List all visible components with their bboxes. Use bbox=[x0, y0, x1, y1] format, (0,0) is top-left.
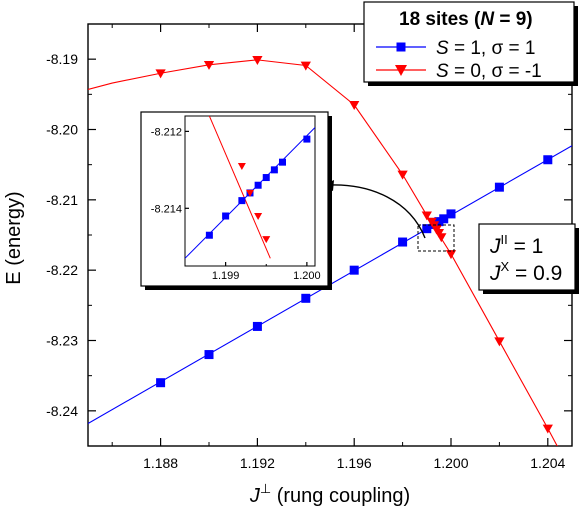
annotation-j-cross-value: = 0.9 bbox=[509, 262, 562, 285]
main-point-square bbox=[446, 209, 456, 219]
main-point-square bbox=[398, 237, 408, 247]
main-point-square bbox=[543, 155, 553, 165]
coupling-annotation: JII = 1 JX = 0.9 bbox=[478, 223, 579, 294]
legend-marker-s1 bbox=[396, 42, 406, 52]
main-y-tick-label: -8.21 bbox=[46, 192, 78, 208]
inset-point-square bbox=[238, 197, 246, 205]
main-y-tick-label: -8.19 bbox=[46, 51, 78, 67]
legend-title-plain: 18 sites ( bbox=[399, 9, 481, 30]
main-point-square bbox=[301, 293, 311, 303]
legend-title-end: = 9) bbox=[494, 9, 533, 30]
y-axis-title: E (energy) bbox=[3, 191, 25, 284]
inset-x-tick-label: 1.199 bbox=[212, 270, 240, 282]
annotation-box bbox=[478, 223, 576, 291]
legend-label-s0-italic: S bbox=[436, 61, 449, 82]
x-axis-title-sup: ⊥ bbox=[260, 481, 271, 496]
main-point-triangle bbox=[397, 170, 408, 180]
annotation-j-parallel: JII = 1 bbox=[489, 232, 543, 258]
main-y-tick-label: -8.22 bbox=[46, 262, 78, 278]
inset-ticks: 1.199 1.200 -8.212 -8.214 bbox=[151, 126, 321, 282]
main-y-tick-label: -8.23 bbox=[46, 333, 78, 349]
legend-title: 18 sites (N = 9) bbox=[399, 9, 533, 30]
inset-point-triangle bbox=[254, 213, 263, 220]
main-point-triangle bbox=[203, 60, 215, 70]
zoom-region-box bbox=[417, 224, 455, 252]
main-point-triangle bbox=[421, 211, 432, 221]
inset-point-square bbox=[303, 135, 311, 143]
inset-y-tick-label: -8.214 bbox=[151, 203, 182, 215]
legend-label-s1: S = 1, σ = 1 bbox=[436, 38, 535, 59]
inset-x-tick-label: 1.200 bbox=[293, 270, 321, 282]
main-point-square bbox=[422, 224, 432, 234]
inset-plot-frame bbox=[184, 115, 316, 267]
annotation-j-parallel-sup: II bbox=[501, 232, 508, 247]
main-point-triangle bbox=[436, 233, 447, 243]
main-point-triangle bbox=[155, 69, 166, 79]
legend-label-s1-italic: S bbox=[436, 38, 449, 59]
main-point-square bbox=[204, 350, 214, 360]
main-x-tick-label: 1.204 bbox=[530, 455, 565, 471]
main-point-triangle bbox=[542, 424, 553, 434]
zoom-arrow bbox=[330, 184, 426, 239]
main-x-tick-label: 1.196 bbox=[337, 455, 372, 471]
inset-point-square bbox=[205, 231, 213, 239]
legend-label-s1-rest: = 1, σ = 1 bbox=[449, 38, 536, 59]
main-x-tick-label: 1.192 bbox=[240, 455, 275, 471]
main-point-square bbox=[494, 182, 504, 192]
main-point-triangle bbox=[349, 101, 360, 111]
inset-shadow-bottom bbox=[145, 286, 332, 290]
legend-label-s0: S = 0, σ = -1 bbox=[436, 61, 542, 82]
inset-point-square bbox=[279, 158, 286, 166]
main-x-tick-label: 1.200 bbox=[433, 455, 468, 471]
main-point-square bbox=[349, 265, 359, 275]
main-point-triangle bbox=[494, 337, 505, 347]
main-point-square bbox=[156, 378, 166, 388]
legend-title-italic: N bbox=[480, 9, 495, 30]
x-axis-title: J⊥ (rung coupling) bbox=[249, 481, 410, 507]
inset-point-square bbox=[262, 174, 270, 182]
x-axis-title-j: J bbox=[249, 485, 261, 507]
inset-point-triangle bbox=[237, 163, 246, 170]
inset-point-triangle bbox=[262, 236, 271, 244]
annotation-j-cross-j: J bbox=[489, 262, 501, 285]
legend-label-s0-rest: = 0, σ = -1 bbox=[449, 61, 542, 82]
annotation-j-cross-sup: X bbox=[501, 259, 510, 274]
inset-point-triangle bbox=[246, 189, 254, 197]
annotation-j-cross: JX = 0.9 bbox=[489, 259, 562, 285]
inset-point-square bbox=[254, 181, 262, 189]
main-series-markers bbox=[155, 56, 553, 434]
main-point-square bbox=[439, 214, 449, 224]
inset-y-tick-label: -8.212 bbox=[151, 126, 182, 138]
inset-series-markers bbox=[205, 135, 311, 244]
main-point-square bbox=[252, 321, 262, 331]
annotation-j-parallel-value: = 1 bbox=[508, 235, 544, 258]
main-ticks: 1.188 1.192 1.196 1.200 1.204 -8.24 -8.23 -8.22… bbox=[46, 23, 572, 471]
inset-series-line-1 bbox=[208, 116, 271, 259]
legend-marker-s0 bbox=[395, 65, 407, 76]
legend: 18 sites (N = 9) S = 1, σ = 1 S = 0, σ =… bbox=[363, 1, 578, 86]
x-axis-title-rest: (rung coupling) bbox=[271, 485, 410, 507]
main-y-tick-label: -8.20 bbox=[46, 122, 78, 138]
inset-shadow-right bbox=[328, 116, 332, 290]
main-point-triangle bbox=[445, 250, 457, 260]
main-point-triangle bbox=[252, 56, 263, 65]
annotation-j-parallel-j: J bbox=[489, 235, 501, 258]
main-point-triangle bbox=[300, 61, 311, 71]
inset-point-square bbox=[222, 212, 230, 220]
main-x-tick-label: 1.188 bbox=[143, 455, 178, 471]
main-y-tick-label: -8.24 bbox=[46, 403, 78, 419]
inset-point-square bbox=[270, 166, 278, 174]
